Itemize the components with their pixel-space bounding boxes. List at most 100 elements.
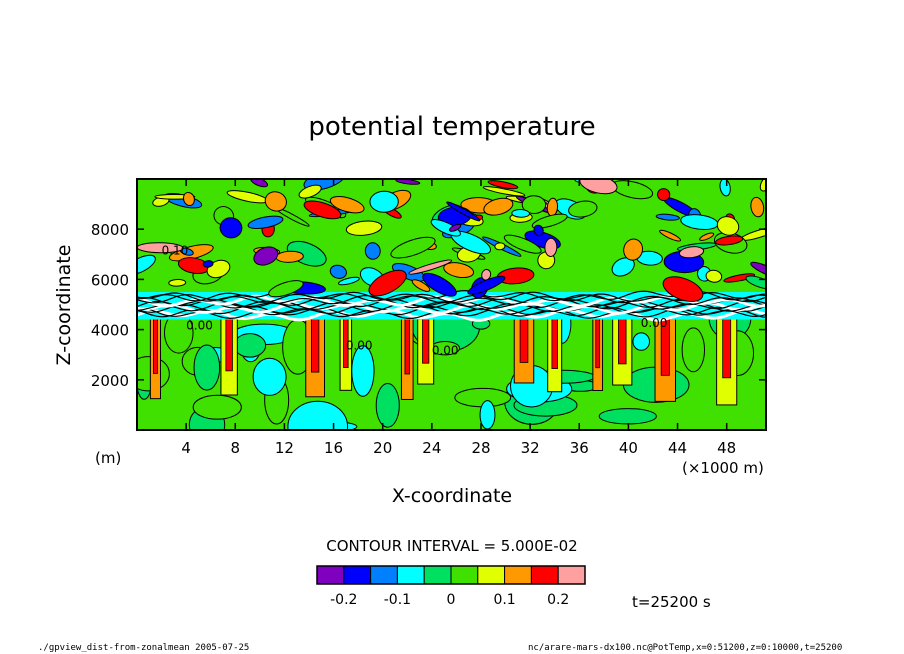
field-blob <box>681 327 706 373</box>
footer-left: ./gpview_dist-from-zonalmean 2005-07-25 <box>38 643 249 653</box>
contour-interval-text: CONTOUR INTERVAL = 5.000E-02 <box>326 537 577 555</box>
field-blob <box>303 200 342 220</box>
colorbar-swatch <box>343 565 372 585</box>
x-tick-label: 40 <box>619 439 638 457</box>
plot-frame <box>136 178 767 431</box>
field-blob <box>716 216 740 236</box>
field-blob <box>659 229 682 242</box>
x-axis: 4 8 12 16 20 24 28 32 36 40 44 48 <box>181 179 736 457</box>
interface-contour <box>137 291 766 304</box>
colorbar-tick-label: -0.2 <box>330 592 357 608</box>
plot-area: 0.00 0.00 0.00 0.00 0.10 <box>137 179 766 430</box>
field-blob <box>699 232 715 241</box>
contour-label: 0.10 <box>162 243 189 257</box>
field-blob <box>503 234 542 254</box>
x-tick-label: 20 <box>373 439 392 457</box>
plume-core <box>722 314 732 379</box>
plume-core <box>595 314 601 369</box>
colorbar-tick-label: 0.1 <box>493 592 515 608</box>
field-blob <box>483 197 514 216</box>
colorbar-swatch <box>316 565 345 585</box>
interface-contour <box>137 307 766 320</box>
footer-right: nc/arare-mars-dx100.nc@PotTemp,x=0:51200… <box>528 643 842 653</box>
field-blob <box>137 356 170 392</box>
y-axis-label: Z-coordinate <box>53 245 75 366</box>
plume-core <box>551 314 558 369</box>
colorbar-swatch <box>504 565 532 585</box>
interface-contour <box>137 301 766 315</box>
field-blob <box>750 196 765 218</box>
field-blob <box>678 246 705 259</box>
field-blob <box>745 275 766 290</box>
field-blob <box>449 223 462 232</box>
field-blob <box>494 242 506 251</box>
plume-core <box>422 314 430 364</box>
field-blob <box>168 278 187 287</box>
field-blob <box>287 400 349 430</box>
field-blob <box>253 246 279 266</box>
x-axis-label: X-coordinate <box>392 485 512 507</box>
field-blob <box>446 201 481 222</box>
field-blob <box>182 191 195 207</box>
field-blob <box>368 269 407 297</box>
chart-title: potential temperature <box>308 112 595 142</box>
plume-core <box>618 314 627 365</box>
field-blob <box>219 217 243 239</box>
field-blob <box>264 191 287 212</box>
field-blob <box>544 237 558 257</box>
y-unit-label: (m) <box>95 449 121 467</box>
field-blob <box>345 220 383 236</box>
field-blob <box>568 200 598 218</box>
field-blob <box>268 280 304 298</box>
field-blob <box>723 273 756 283</box>
field-blob <box>351 345 375 397</box>
field-blob <box>479 400 496 430</box>
field-blob <box>611 257 635 277</box>
field-layer: 0.00 0.00 0.00 0.00 0.10 <box>137 179 766 430</box>
field-blob <box>390 236 436 259</box>
field-blob <box>233 333 267 358</box>
colorbar-swatch <box>396 565 425 585</box>
x-tick-label: 28 <box>471 439 490 457</box>
plume-core <box>225 314 233 372</box>
field-blob <box>443 262 475 279</box>
plume-core <box>404 314 411 375</box>
field-blob <box>298 184 322 199</box>
plume-core <box>310 314 320 373</box>
field-blob <box>623 238 644 261</box>
y-tick-label: 6000 <box>91 271 129 289</box>
field-blob <box>511 209 531 218</box>
field-blob <box>487 180 519 190</box>
field-blob <box>192 394 242 420</box>
plume-core <box>153 314 158 374</box>
colorbar: -0.2 -0.1 0 0.1 0.2 <box>316 565 586 608</box>
field-blob <box>467 275 506 295</box>
colorbar-swatch <box>477 565 506 585</box>
colorbar-swatch <box>423 565 452 585</box>
field-blob <box>430 219 461 237</box>
colorbar-swatch <box>370 565 398 585</box>
colorbar-swatch <box>557 565 586 585</box>
colorbar-frame <box>316 565 586 585</box>
field-blob <box>482 186 526 197</box>
field-blob <box>533 224 544 237</box>
field-blob <box>657 188 671 202</box>
field-blob <box>193 344 221 391</box>
x-tick-label: 16 <box>324 439 343 457</box>
field-blob <box>375 383 400 428</box>
time-label: t=25200 s <box>632 593 711 611</box>
colorbar-tick-label: -0.1 <box>384 592 411 608</box>
contour-label: 0.00 <box>432 344 459 358</box>
x-tick-label: 32 <box>521 439 540 457</box>
x-tick-label: 8 <box>231 439 241 457</box>
field-blob <box>337 276 360 286</box>
contour-label: 0.00 <box>186 319 213 333</box>
field-blob <box>369 190 399 213</box>
x-unit-label: (×1000 m) <box>682 459 764 477</box>
field-blob <box>411 279 431 292</box>
x-tick-label: 44 <box>668 439 687 457</box>
field-blob <box>329 264 347 279</box>
y-axis: 2000 4000 6000 8000 <box>91 221 766 390</box>
field-blob <box>655 213 680 221</box>
